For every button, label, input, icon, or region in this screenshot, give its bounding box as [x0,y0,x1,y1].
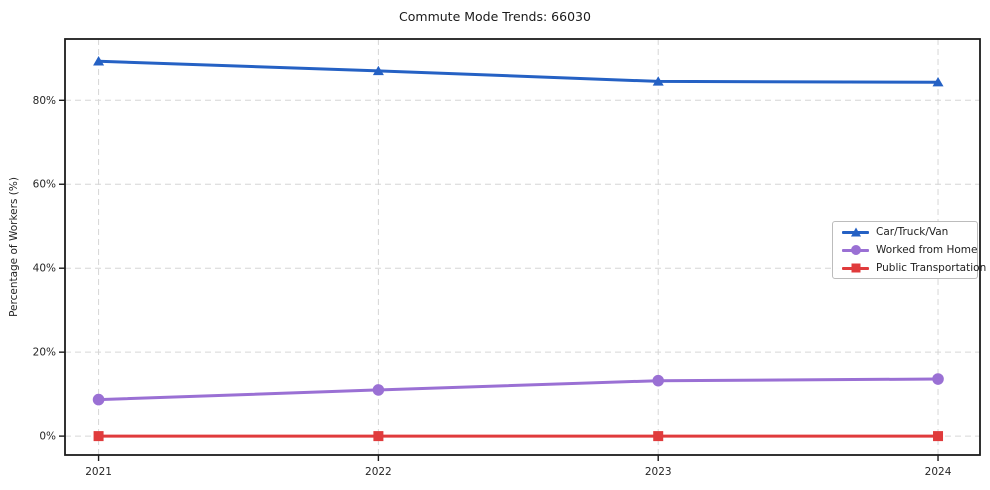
data-point-square [93,431,104,442]
data-point-triangle [932,77,944,87]
legend-item: Worked from Home [833,243,977,258]
legend-item: Public Transportation [833,261,986,276]
data-point-triangle [93,56,105,66]
y-tick-label: 20% [33,347,56,359]
series-line-worked-from-home [97,377,940,402]
legend-sample-triangle-icon [842,226,869,238]
legend-sample-square-icon [842,262,869,274]
data-point-circle [92,393,105,406]
data-point-square [373,431,384,442]
data-point-circle [652,374,665,387]
plot-border [64,38,981,456]
x-tick-label: 2021 [85,466,112,478]
legend: Car/Truck/Van Worked from Home Public Tran… [832,221,986,279]
y-tick-label: 80% [33,95,56,107]
series-line-car-truck-van [97,59,940,84]
y-tick-label: 40% [33,263,56,275]
data-point-triangle [652,76,664,86]
data-point-circle [932,373,944,385]
data-point-square [933,431,944,442]
y-tick-label: 0% [39,431,56,443]
legend-label: Car/Truck/Van [876,226,949,238]
x-tick-label: 2024 [925,466,952,478]
data-point-circle [372,384,385,396]
data-point-triangle [372,65,384,76]
legend-label: Worked from Home [876,244,978,256]
x-tick-label: 2023 [645,466,672,478]
legend-sample-circle-icon [842,244,869,256]
legend-label: Public Transportation [876,262,987,274]
legend-item: Car/Truck/Van [833,225,977,240]
data-point-square [653,431,664,442]
x-tick-label: 2022 [365,466,392,478]
y-tick-label: 60% [33,179,56,191]
chart-title: Commute Mode Trends: 66030 [399,9,591,24]
